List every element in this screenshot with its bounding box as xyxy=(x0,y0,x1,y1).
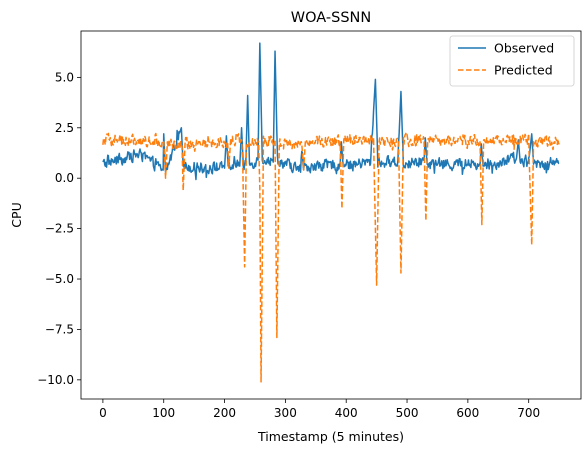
x-tick-label: 300 xyxy=(274,406,297,420)
x-axis-label: Timestamp (5 minutes) xyxy=(257,429,404,444)
y-tick-label: −2.5 xyxy=(45,222,74,236)
y-tick-label: −10.0 xyxy=(37,373,74,387)
x-tick-label: 0 xyxy=(99,406,107,420)
y-tick-label: −7.5 xyxy=(45,322,74,336)
y-axis-label: CPU xyxy=(9,202,24,227)
y-tick-label: −5.0 xyxy=(45,272,74,286)
y-axis: 5.0 2.5 0.0 −2.5 −5.0 −7.5 −10.0 xyxy=(37,70,81,387)
x-axis: 0 100 200 300 400 500 600 700 xyxy=(99,399,540,420)
legend: Observed Predicted xyxy=(449,35,575,87)
x-tick-label: 500 xyxy=(396,406,419,420)
legend-label-observed: Observed xyxy=(494,41,554,56)
series-line-observed xyxy=(102,42,560,181)
x-tick-label: 200 xyxy=(213,406,236,420)
x-tick-label: 400 xyxy=(335,406,358,420)
series-line-predicted xyxy=(102,132,560,383)
legend-label-predicted: Predicted xyxy=(494,63,553,78)
y-tick-label: 0.0 xyxy=(55,171,74,185)
y-tick-label: 2.5 xyxy=(55,121,74,135)
chart-title: WOA-SSNN xyxy=(291,10,371,26)
series-layer xyxy=(102,42,560,383)
plot-frame xyxy=(80,30,582,400)
y-tick-label: 5.0 xyxy=(55,70,74,84)
x-tick-label: 100 xyxy=(152,406,175,420)
x-tick-label: 700 xyxy=(517,406,540,420)
x-tick-label: 600 xyxy=(456,406,479,420)
